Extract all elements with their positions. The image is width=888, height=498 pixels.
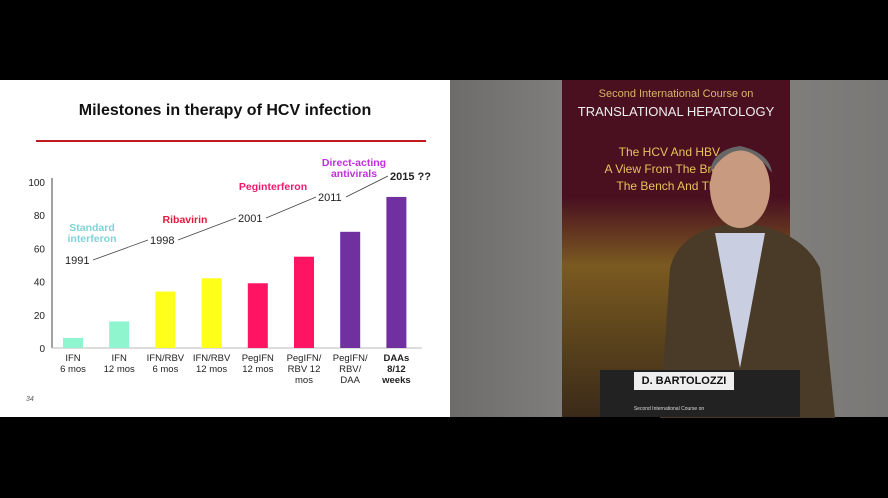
milestone-year: 2015 ?? [390, 171, 431, 183]
title-divider [36, 140, 426, 142]
x-tick-label: DAA [340, 375, 360, 386]
bar [63, 338, 83, 348]
banner-line: Second International Course on [598, 88, 754, 100]
x-tick-label: 6 mos [152, 364, 178, 375]
milestone-label: Ribavirin [163, 214, 208, 226]
podium-banner: Second International Course on [633, 406, 705, 412]
x-tick-label: IFN [112, 353, 127, 364]
bar [340, 231, 361, 348]
bar [155, 291, 176, 348]
banner-line: TRANSLATIONAL HEPATOLOGY [577, 104, 775, 119]
milestone-label: Peginterferon [239, 181, 307, 193]
milestone-year: 2001 [238, 213, 262, 225]
timeline-arrow [92, 239, 149, 261]
banner-subtitle: The HCV And HBV ... A View From The Brid… [562, 144, 790, 195]
x-tick-label: weeks [381, 375, 411, 386]
milestone-year: 1998 [150, 235, 174, 247]
timeline-arrow [177, 217, 237, 241]
speaker-video: Second International Course on TRANSLATI… [450, 80, 888, 418]
y-tick-label: 100 [28, 178, 45, 189]
milestone-label: interferon [67, 233, 116, 245]
x-tick-label: RBV 12 [288, 364, 321, 375]
bar [247, 283, 268, 348]
x-tick-label: PegIFN [242, 353, 274, 364]
milestone-year: 2011 [318, 192, 342, 204]
presentation-slide: Milestones in therapy of HCV infection 0… [0, 80, 450, 417]
x-tick-label: 12 mos [196, 364, 227, 375]
bar [109, 321, 130, 348]
bar [386, 196, 407, 348]
banner-line: The Bench And The ... [616, 179, 736, 193]
x-tick-label: 6 mos [60, 364, 86, 375]
x-tick-label: mos [295, 375, 313, 386]
milestone-label: antivirals [331, 168, 377, 180]
x-tick-label: IFN [65, 353, 80, 364]
x-tick-label: DAAs [383, 353, 409, 364]
y-tick-label: 20 [34, 311, 46, 322]
x-tick-label: 12 mos [242, 364, 273, 375]
x-tick-label: 12 mos [104, 364, 135, 375]
milestone-label: Direct-acting [322, 157, 386, 169]
x-tick-label: IFN/RBV [193, 353, 231, 364]
milestone-label: Standard [69, 222, 115, 234]
y-tick-label: 80 [34, 211, 46, 222]
speaker-nameplate: D. BARTOLOZZI [634, 372, 734, 390]
y-tick-label: 40 [34, 278, 46, 289]
y-tick-label: 0 [39, 344, 45, 355]
x-tick-label: 8/12 [387, 364, 406, 375]
banner-line: The HCV And HBV ... [618, 145, 734, 159]
timeline-arrow [265, 196, 317, 219]
page-number: 34 [26, 396, 34, 403]
slide-title: Milestones in therapy of HCV infection [78, 102, 372, 119]
timeline-arrow [345, 175, 389, 198]
bar [294, 256, 314, 348]
x-tick-label: PegIFN/ [333, 353, 368, 364]
x-tick-label: PegIFN/ [287, 353, 322, 364]
y-tick-label: 60 [34, 244, 46, 255]
x-tick-label: RBV/ [339, 364, 362, 375]
x-tick-label: IFN/RBV [147, 353, 185, 364]
speaker-figure [660, 146, 835, 418]
milestone-year: 1991 [65, 255, 89, 267]
bar [201, 278, 222, 348]
